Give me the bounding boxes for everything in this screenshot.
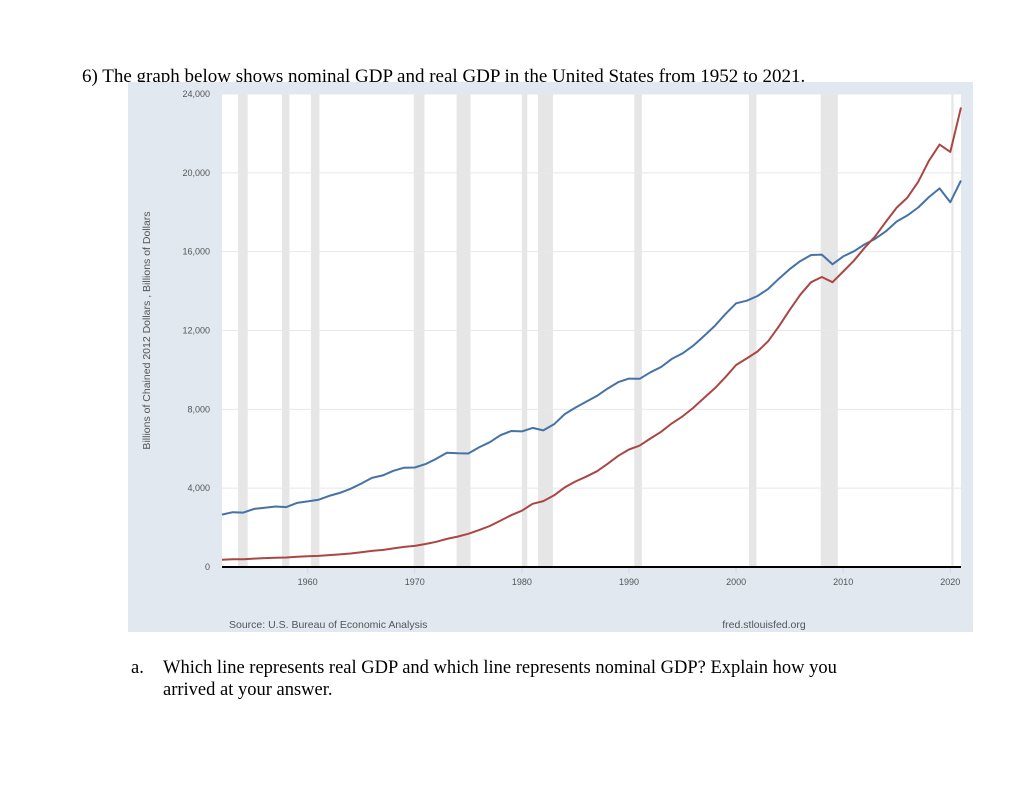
x-tick-label: 1980: [512, 577, 532, 587]
part-a-line2: arrived at your answer.: [163, 680, 333, 700]
x-tick-label: 2010: [833, 577, 853, 587]
x-tick-label: 1970: [405, 577, 425, 587]
chart-panel: 0 4,000 8,000 12,000 16,000 20,000 24,000 1960 1…: [128, 82, 973, 632]
red-series-line: [221, 107, 962, 561]
y-tick-label: 20,000: [182, 168, 210, 178]
y-tick-label: 24,000: [182, 89, 210, 99]
y-tick-label: 8,000: [187, 404, 210, 414]
y-tick-label: 0: [205, 562, 210, 572]
gdp-line-chart: 0 4,000 8,000 12,000 16,000 20,000 24,000 1960 1…: [141, 89, 962, 631]
fred-credit: fred.stlouisfed.org: [722, 619, 806, 631]
x-tick-label: 1960: [298, 577, 318, 587]
blue-series-line: [221, 180, 962, 516]
part-a-label: a.: [131, 658, 144, 678]
x-tick-label: 2000: [726, 577, 746, 587]
x-tick-label: 1990: [619, 577, 639, 587]
y-tick-label: 4,000: [187, 483, 210, 493]
x-tick-label: 2020: [940, 577, 960, 587]
y-tick-label: 12,000: [182, 326, 210, 336]
part-a-line1: Which line represents real GDP and which…: [163, 658, 837, 678]
y-axis-label: Billions of Chained 2012 Dollars , Billi…: [141, 211, 153, 449]
question-title: 6) The graph below shows nominal GDP and…: [82, 66, 806, 87]
source-label: Source: U.S. Bureau of Economic Analysis: [229, 619, 427, 631]
y-tick-label: 16,000: [182, 247, 210, 257]
